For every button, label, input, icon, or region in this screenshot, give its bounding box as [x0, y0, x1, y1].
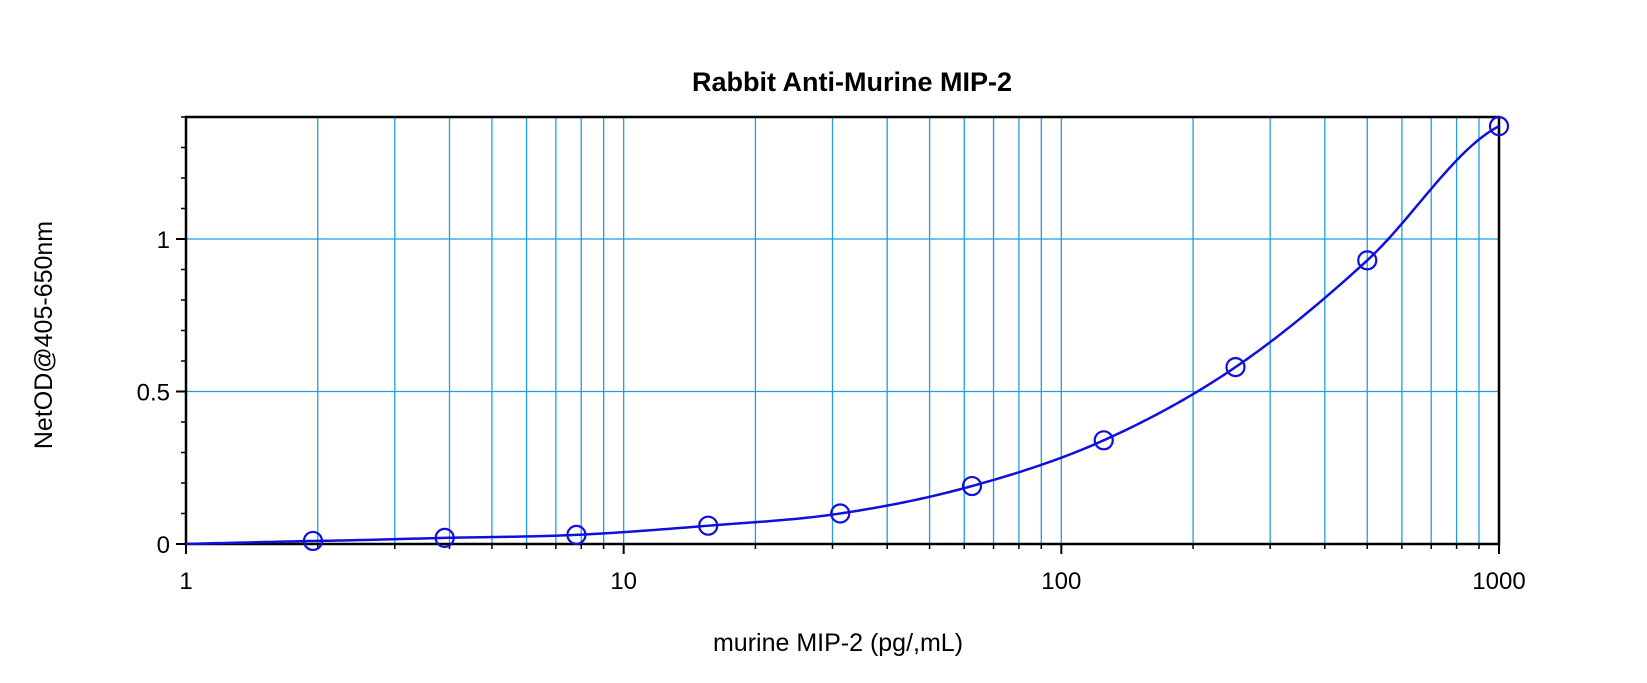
y-tick-label: 0	[157, 532, 170, 559]
data-point	[566, 524, 587, 545]
grid	[186, 117, 1499, 544]
axes	[176, 115, 1501, 554]
data-point	[830, 503, 851, 524]
data-point	[961, 475, 983, 497]
data-point	[302, 530, 324, 552]
data-point	[434, 527, 455, 549]
data-point	[698, 515, 719, 536]
x-tick-label: 1	[179, 568, 192, 595]
x-tick-label: 1000	[1472, 568, 1525, 595]
data-point	[1357, 250, 1378, 271]
fitted-curve	[185, 125, 1500, 546]
chart-title: Rabbit Anti-Murine MIP-2	[692, 67, 1012, 97]
y-tick-label: 1	[157, 227, 170, 254]
y-axis-label: NetOD@405-650nm	[30, 221, 58, 449]
data-point	[1225, 357, 1246, 378]
x-tick-label: 100	[1041, 568, 1081, 595]
x-axis-label: murine MIP-2 (pg/,mL)	[713, 629, 963, 657]
plot-frame	[184, 115, 1501, 546]
data-point	[1488, 116, 1510, 137]
series	[185, 116, 1510, 552]
y-tick-label: 0.5	[137, 380, 170, 407]
x-tick-label: 10	[610, 568, 637, 595]
data-point	[1093, 430, 1114, 451]
tick-labels: 0 0.5 1 1 10 100 1000	[137, 227, 1526, 595]
